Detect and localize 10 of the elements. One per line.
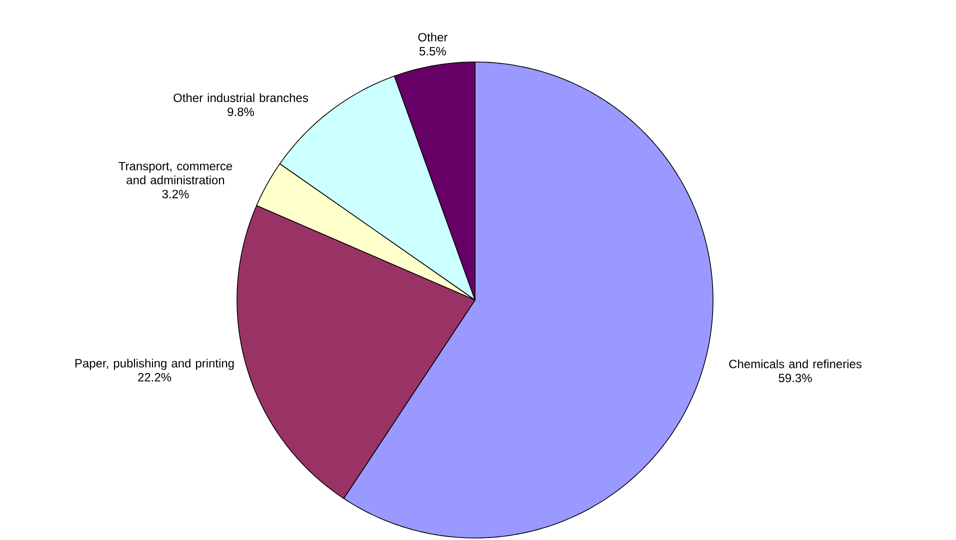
slice-label: Other xyxy=(418,32,448,42)
slice-label: Paper, publishing and printing xyxy=(75,358,234,370)
data-label: 59.3% xyxy=(778,374,812,382)
slice-label: Chemicals and refineries xyxy=(729,359,862,368)
slice-label: Transport, commerce and administration xyxy=(118,162,232,184)
data-label: 5.5% xyxy=(420,47,446,56)
data-label: 22.2% xyxy=(138,373,172,382)
data-label: 9.8% xyxy=(228,108,254,116)
slice-label: Other industrial branches xyxy=(174,93,308,102)
data-label: 3.2% xyxy=(162,190,189,198)
